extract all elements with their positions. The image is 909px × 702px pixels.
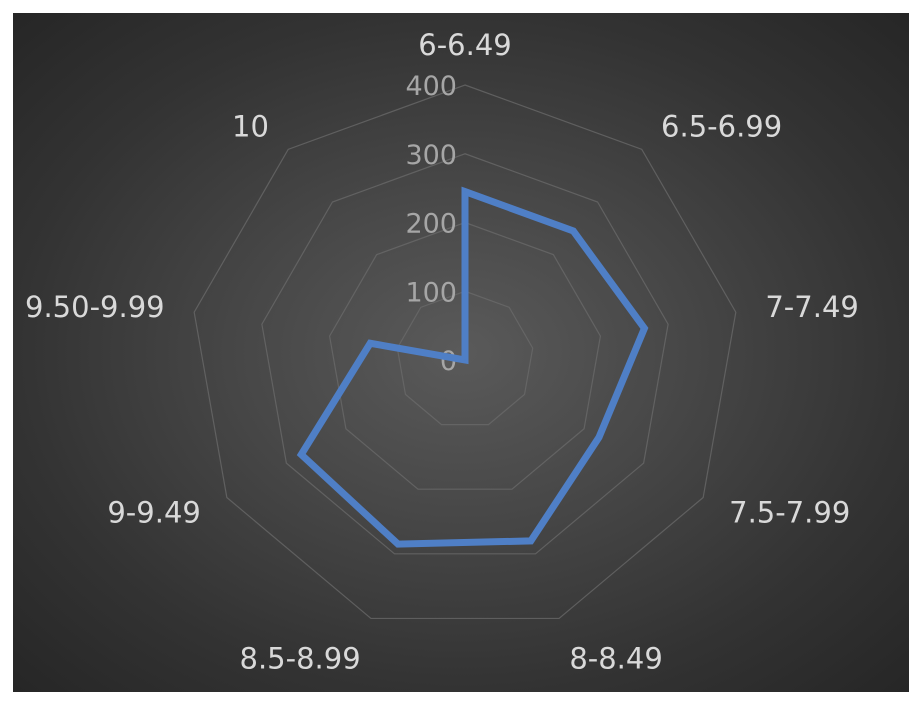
data-point-9.50-9.99 <box>369 342 372 345</box>
series-line <box>296 186 649 548</box>
data-point-6-6.49 <box>464 190 466 193</box>
data-point-6.5-6.99 <box>572 229 575 232</box>
category-label: 9-9.49 <box>107 496 201 530</box>
radial-tick-label: 400 <box>405 71 457 102</box>
radial-tick-label: 100 <box>405 277 457 308</box>
grid-ring-100 <box>396 290 534 426</box>
data-point-10 <box>464 359 466 361</box>
data-point-8.5-8.99 <box>396 543 399 546</box>
grid-ring-200 <box>328 221 602 490</box>
data-point-9-9.49 <box>300 453 303 456</box>
data-point-7.5-7.99 <box>597 436 600 439</box>
category-label: 8-8.49 <box>569 642 663 676</box>
radial-tick-label: 200 <box>405 209 457 240</box>
category-label: 8.5-8.99 <box>240 642 361 676</box>
category-label-layer: 6-6.49 6.5-6.99 7-7.49 7.5-7.99 8-8.49 8.5-8.… <box>25 28 859 676</box>
data-point-7-7.49 <box>643 327 646 330</box>
category-label: 9.50-9.99 <box>25 290 165 324</box>
grid-ring-300 <box>261 153 669 555</box>
category-label: 7-7.49 <box>765 290 859 324</box>
category-label: 10 <box>232 109 269 143</box>
grid-layer <box>193 84 737 620</box>
grid-ring-400 <box>193 84 737 620</box>
category-label: 7.5-7.99 <box>729 496 850 530</box>
category-label: 6-6.49 <box>418 28 512 62</box>
series-layer <box>296 186 649 548</box>
category-label: 6.5-6.99 <box>661 109 782 143</box>
radial-tick-label: 300 <box>405 140 457 171</box>
data-point-8-8.49 <box>529 539 532 542</box>
chart-area: 0 100 200 300 400 6-6.49 6.5-6.99 7-7.49 7.5-7.… <box>13 13 909 692</box>
